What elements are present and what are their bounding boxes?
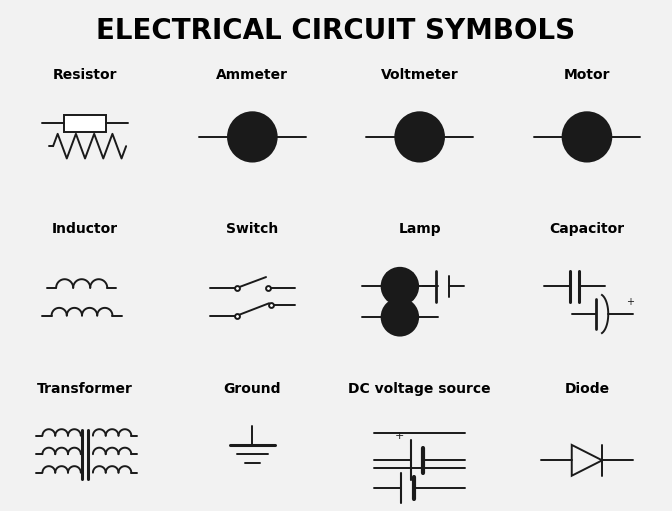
- Text: Ammeter: Ammeter: [216, 68, 288, 82]
- Text: Motor: Motor: [564, 68, 610, 82]
- Text: Voltmeter: Voltmeter: [381, 68, 458, 82]
- Text: Transformer: Transformer: [37, 383, 133, 397]
- Circle shape: [562, 112, 612, 161]
- Text: A: A: [245, 127, 260, 147]
- Text: V: V: [412, 127, 427, 147]
- Text: +: +: [626, 297, 634, 307]
- FancyBboxPatch shape: [64, 114, 106, 131]
- Circle shape: [395, 112, 444, 161]
- Circle shape: [382, 298, 418, 336]
- Text: ELECTRICAL CIRCUIT SYMBOLS: ELECTRICAL CIRCUIT SYMBOLS: [97, 17, 575, 45]
- Text: Resistor: Resistor: [53, 68, 118, 82]
- Text: Inductor: Inductor: [52, 222, 118, 236]
- Circle shape: [382, 268, 418, 305]
- Text: DC voltage source: DC voltage source: [348, 383, 491, 397]
- Text: Switch: Switch: [226, 222, 278, 236]
- Text: Ground: Ground: [224, 383, 281, 397]
- Circle shape: [228, 112, 277, 161]
- Text: Lamp: Lamp: [398, 222, 441, 236]
- Text: Capacitor: Capacitor: [550, 222, 624, 236]
- Text: +: +: [395, 431, 405, 440]
- Text: M: M: [577, 127, 597, 147]
- Text: Diode: Diode: [564, 383, 610, 397]
